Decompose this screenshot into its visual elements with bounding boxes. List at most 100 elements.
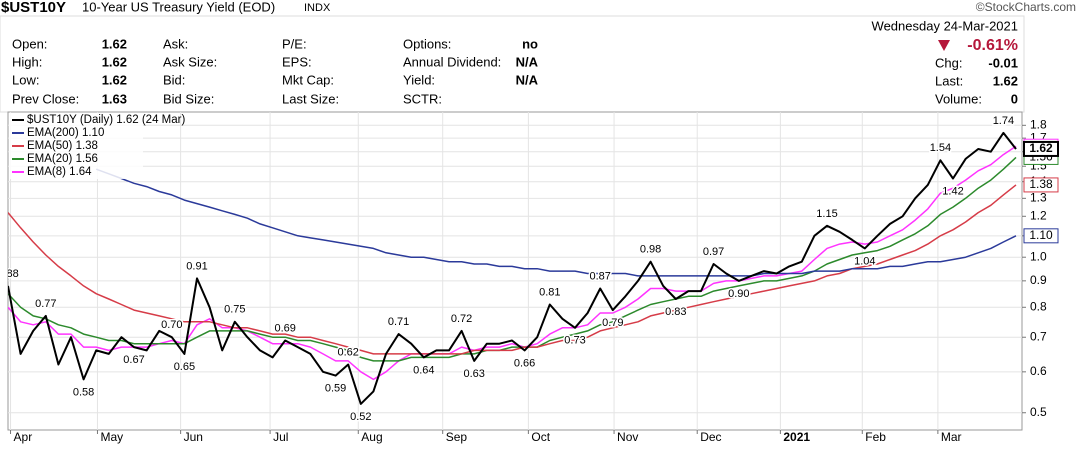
summary-value: 1.62 bbox=[993, 73, 1018, 88]
x-tick-label: May bbox=[100, 430, 123, 444]
value-label: 0.98 bbox=[640, 244, 661, 256]
value-label: 1.74 bbox=[993, 115, 1014, 127]
value-label: 0.97 bbox=[703, 246, 724, 258]
field-value: 1.62 bbox=[102, 54, 127, 69]
x-tick-label: Dec bbox=[700, 430, 721, 444]
x-tick-label: Aug bbox=[361, 430, 382, 444]
last-value-box bbox=[1023, 177, 1059, 193]
header-panel bbox=[0, 15, 1025, 113]
y-tick-label: 1.0 bbox=[1030, 249, 1047, 263]
exchange: INDX bbox=[304, 2, 331, 14]
series-line bbox=[8, 131, 1017, 405]
x-tick-label: Oct bbox=[531, 430, 550, 444]
x-tick-label: Apr bbox=[14, 430, 33, 444]
value-label: 0.59 bbox=[325, 383, 346, 395]
symbol: $UST10Y bbox=[1, 0, 66, 16]
value-label: 0.66 bbox=[514, 357, 535, 369]
y-tick-label: 0.6 bbox=[1030, 364, 1047, 378]
summary-value: -0.01 bbox=[988, 55, 1018, 70]
value-label: 1.54 bbox=[930, 142, 951, 154]
security-name: 10-Year US Treasury Yield (EOD) bbox=[82, 0, 275, 14]
legend-label: EMA(200) 1.10 bbox=[27, 127, 104, 139]
value-label: 0.83 bbox=[665, 306, 686, 318]
x-tick-label: Nov bbox=[617, 430, 638, 444]
field-label: Bid: bbox=[163, 72, 185, 87]
legend: $UST10Y (Daily) 1.62 (24 Mar)EMA(200) 1.… bbox=[9, 113, 185, 179]
legend-label: EMA(20) 1.56 bbox=[27, 153, 98, 165]
field-label: Options: bbox=[403, 36, 451, 51]
value-label: 0.72 bbox=[451, 313, 472, 325]
value-label: 0.73 bbox=[564, 335, 585, 347]
x-tick-label: Mar bbox=[941, 430, 962, 444]
value-label: 0.62 bbox=[337, 346, 358, 358]
series-line bbox=[8, 184, 1017, 355]
value-label: 0.52 bbox=[350, 411, 371, 423]
value-label: 0.67 bbox=[123, 354, 144, 366]
last-value-box bbox=[1023, 228, 1059, 244]
value-label: 0.79 bbox=[602, 317, 623, 329]
field-label: High: bbox=[12, 54, 42, 69]
plot-area: 0.88 0.77 0.58 0.67 0.70 0.65 0.91 0.75 0.69 0.59… bbox=[0, 112, 1022, 430]
legend-label: EMA(8) 1.64 bbox=[27, 166, 92, 178]
field-label: Yield: bbox=[403, 72, 435, 87]
y-tick-label: 1.2 bbox=[1030, 208, 1047, 222]
series-line bbox=[95, 168, 1017, 277]
value-label: 0.65 bbox=[174, 361, 195, 373]
value-label: 0.88 bbox=[0, 268, 19, 280]
field-label: P/E: bbox=[282, 36, 307, 51]
value-label: 0.91 bbox=[186, 260, 207, 272]
x-tick-label: Feb bbox=[865, 430, 886, 444]
legend-label: EMA(50) 1.38 bbox=[27, 140, 98, 152]
field-label: SCTR: bbox=[403, 91, 442, 106]
x-tick-label: Sep bbox=[446, 430, 468, 444]
value-label: 1.42 bbox=[942, 185, 963, 197]
field-label: Ask Size: bbox=[163, 54, 217, 69]
field-value: 1.62 bbox=[102, 36, 127, 51]
summary-label: Volume: bbox=[935, 91, 982, 106]
value-label: 0.77 bbox=[35, 298, 56, 310]
value-label: 0.71 bbox=[388, 316, 409, 328]
value-label: 0.64 bbox=[413, 364, 434, 376]
summary-value: 0 bbox=[1011, 91, 1018, 106]
field-label: Mkt Cap: bbox=[282, 72, 334, 87]
value-label: 0.58 bbox=[73, 386, 94, 398]
field-value: no bbox=[522, 36, 538, 51]
y-tick-label: 0.7 bbox=[1030, 329, 1047, 343]
field-label: Open: bbox=[12, 36, 47, 51]
x-tick-label: 2021 bbox=[783, 430, 810, 444]
last-value-label: 1.38 bbox=[1029, 177, 1053, 191]
value-label: 1.15 bbox=[816, 208, 837, 220]
field-label: Prev Close: bbox=[12, 91, 79, 106]
y-tick-label: 1.3 bbox=[1030, 191, 1047, 205]
field-value: N/A bbox=[516, 72, 539, 87]
field-label: Low: bbox=[12, 72, 39, 87]
x-tick-label: Jun bbox=[184, 430, 203, 444]
value-label: 0.63 bbox=[463, 368, 484, 380]
summary-label: Last: bbox=[935, 73, 963, 88]
field-label: Ask: bbox=[163, 36, 188, 51]
summary-label: Chg: bbox=[935, 55, 962, 70]
value-label: 0.69 bbox=[274, 322, 295, 334]
field-value: N/A bbox=[516, 54, 539, 69]
source: ©StockCharts.com bbox=[976, 0, 1076, 14]
legend-box bbox=[9, 113, 143, 179]
last-value-label: 1.10 bbox=[1029, 228, 1053, 242]
y-tick-label: 1.8 bbox=[1030, 117, 1047, 131]
y-tick-label: 0.5 bbox=[1030, 405, 1047, 419]
value-label: 0.75 bbox=[224, 304, 245, 316]
field-label: EPS: bbox=[282, 54, 312, 69]
value-label: 0.90 bbox=[728, 288, 749, 300]
down-arrow bbox=[938, 40, 950, 51]
legend-label: $UST10Y (Daily) 1.62 (24 Mar) bbox=[27, 114, 185, 126]
value-label: 0.81 bbox=[539, 286, 560, 298]
last-value-label: 1.62 bbox=[1029, 141, 1053, 155]
last-value-box bbox=[1023, 140, 1059, 157]
plot-frame bbox=[7, 111, 1023, 431]
value-label: 1.04 bbox=[854, 255, 875, 267]
change-pct: -0.61% bbox=[967, 37, 1018, 54]
value-label: 0.70 bbox=[161, 319, 182, 331]
x-tick-label: Jul bbox=[273, 430, 288, 444]
y-tick-label: 0.8 bbox=[1030, 299, 1047, 313]
field-label: Last Size: bbox=[282, 91, 339, 106]
